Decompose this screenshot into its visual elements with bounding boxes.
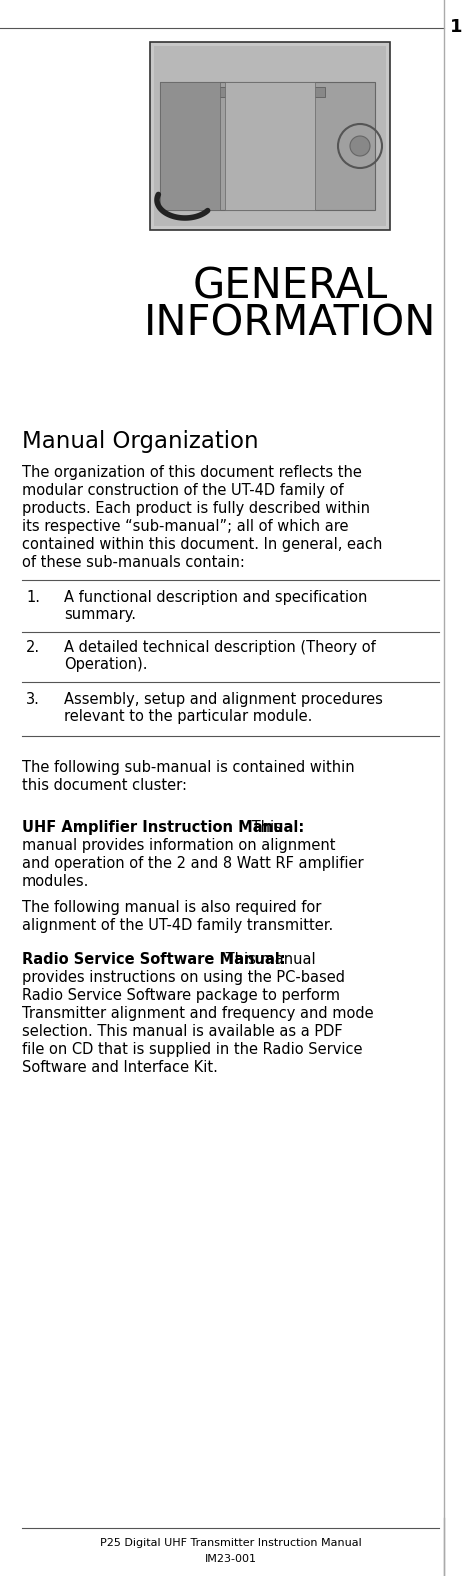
Text: Manual Organization: Manual Organization: [22, 430, 259, 452]
Text: summary.: summary.: [64, 607, 136, 623]
Text: This manual: This manual: [221, 952, 315, 968]
Bar: [150, 43, 390, 230]
Text: contained within this document. In general, each: contained within this document. In gener…: [22, 537, 382, 552]
Text: IM23-001: IM23-001: [205, 1554, 256, 1563]
Text: manual provides information on alignment: manual provides information on alignment: [22, 838, 336, 853]
Text: 1: 1: [450, 17, 462, 36]
Text: its respective “sub-manual”; all of which are: its respective “sub-manual”; all of whic…: [22, 519, 349, 534]
Text: Assembly, setup and alignment procedures: Assembly, setup and alignment procedures: [64, 692, 383, 708]
Text: 1.: 1.: [26, 589, 40, 605]
Bar: [154, 46, 386, 225]
Text: modules.: modules.: [22, 875, 89, 889]
Text: file on CD that is supplied in the Radio Service: file on CD that is supplied in the Radio…: [22, 1042, 363, 1057]
Text: of these sub-manuals contain:: of these sub-manuals contain:: [22, 555, 245, 571]
Text: modular construction of the UT-4D family of: modular construction of the UT-4D family…: [22, 482, 344, 498]
Text: P25 Digital UHF Transmitter Instruction Manual: P25 Digital UHF Transmitter Instruction …: [100, 1538, 361, 1548]
Text: provides instructions on using the PC-based: provides instructions on using the PC-ba…: [22, 969, 345, 985]
Text: The following sub-manual is contained within: The following sub-manual is contained wi…: [22, 760, 355, 775]
Text: Radio Service Software Manual:: Radio Service Software Manual:: [22, 952, 285, 968]
Bar: [225, 82, 315, 210]
Text: Transmitter alignment and frequency and mode: Transmitter alignment and frequency and …: [22, 1005, 373, 1021]
Text: 2.: 2.: [26, 640, 40, 656]
Bar: [160, 82, 375, 210]
Text: 3.: 3.: [26, 692, 40, 708]
Text: This: This: [247, 820, 282, 835]
Bar: [210, 87, 325, 98]
Text: this document cluster:: this document cluster:: [22, 779, 187, 793]
Text: Radio Service Software package to perform: Radio Service Software package to perfor…: [22, 988, 340, 1002]
Text: GENERAL: GENERAL: [192, 265, 388, 307]
Text: products. Each product is fully described within: products. Each product is fully describe…: [22, 501, 370, 515]
Text: Operation).: Operation).: [64, 657, 147, 671]
Text: UHF Amplifier Instruction Manual:: UHF Amplifier Instruction Manual:: [22, 820, 304, 835]
Text: The organization of this document reflects the: The organization of this document reflec…: [22, 465, 362, 481]
Text: and operation of the 2 and 8 Watt RF amplifier: and operation of the 2 and 8 Watt RF amp…: [22, 856, 364, 872]
Text: selection. This manual is available as a PDF: selection. This manual is available as a…: [22, 1024, 343, 1039]
Text: alignment of the UT-4D family transmitter.: alignment of the UT-4D family transmitte…: [22, 917, 333, 933]
Text: A detailed technical description (Theory of: A detailed technical description (Theory…: [64, 640, 376, 656]
Text: The following manual is also required for: The following manual is also required fo…: [22, 900, 322, 916]
Text: INFORMATION: INFORMATION: [144, 303, 436, 344]
Text: A functional description and specification: A functional description and specificati…: [64, 589, 367, 605]
Text: relevant to the particular module.: relevant to the particular module.: [64, 709, 312, 723]
Bar: [160, 82, 220, 210]
Text: Software and Interface Kit.: Software and Interface Kit.: [22, 1061, 218, 1075]
Circle shape: [350, 136, 370, 156]
